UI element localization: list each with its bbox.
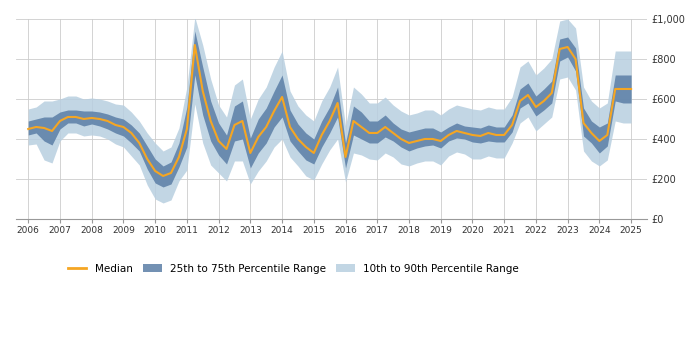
Legend: Median, 25th to 75th Percentile Range, 10th to 90th Percentile Range: Median, 25th to 75th Percentile Range, 1… xyxy=(63,259,524,278)
